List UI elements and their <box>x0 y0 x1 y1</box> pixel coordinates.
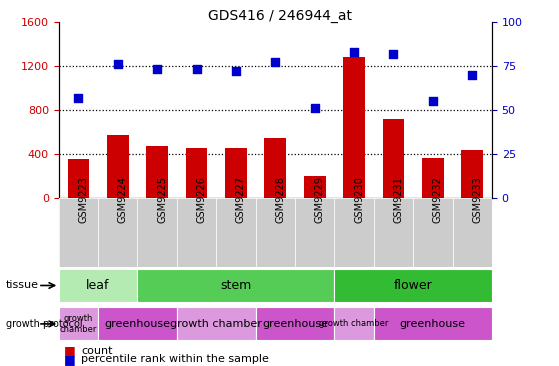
Bar <box>138 269 334 302</box>
Bar <box>374 307 492 340</box>
Bar <box>186 148 207 198</box>
Text: GSM9233: GSM9233 <box>472 176 482 223</box>
Text: greenhouse: greenhouse <box>400 319 466 329</box>
Text: GSM9225: GSM9225 <box>157 176 167 223</box>
Text: GSM9227: GSM9227 <box>236 176 246 223</box>
Bar <box>382 119 404 198</box>
Point <box>428 98 437 104</box>
Text: greenhouse: greenhouse <box>262 319 328 329</box>
Bar <box>68 159 89 198</box>
Text: GSM9224: GSM9224 <box>118 176 128 223</box>
Text: GSM9223: GSM9223 <box>78 176 88 223</box>
Text: ■: ■ <box>64 344 76 357</box>
Point <box>271 59 280 65</box>
Bar <box>453 198 492 267</box>
Text: flower: flower <box>394 279 433 292</box>
Bar <box>146 146 168 198</box>
Text: growth chamber: growth chamber <box>170 319 262 329</box>
Text: GSM9228: GSM9228 <box>275 176 285 223</box>
Point <box>74 94 83 100</box>
Bar <box>255 307 334 340</box>
Text: GSM9229: GSM9229 <box>315 176 325 223</box>
Text: growth
chamber: growth chamber <box>60 314 97 334</box>
Text: stem: stem <box>220 279 252 292</box>
Point <box>310 105 319 111</box>
Bar <box>334 198 374 267</box>
Point <box>153 67 162 72</box>
Text: greenhouse: greenhouse <box>105 319 170 329</box>
Text: GSM9231: GSM9231 <box>394 176 404 223</box>
Text: growth chamber: growth chamber <box>319 320 389 328</box>
Text: GDS416 / 246944_at: GDS416 / 246944_at <box>207 9 352 23</box>
Bar <box>422 158 444 198</box>
Bar <box>59 198 98 267</box>
Point <box>349 49 358 55</box>
Point <box>113 61 122 67</box>
Point <box>192 67 201 72</box>
Text: leaf: leaf <box>86 279 110 292</box>
Text: percentile rank within the sample: percentile rank within the sample <box>81 354 269 365</box>
Bar <box>374 198 413 267</box>
Bar <box>177 307 255 340</box>
Text: GSM9232: GSM9232 <box>433 176 443 223</box>
Bar <box>107 135 129 198</box>
Point <box>468 72 477 78</box>
Text: GSM9226: GSM9226 <box>197 176 206 223</box>
Bar <box>216 198 255 267</box>
Bar <box>334 307 374 340</box>
Bar <box>59 269 138 302</box>
Text: tissue: tissue <box>6 280 39 291</box>
Bar <box>225 148 247 198</box>
Bar <box>177 198 216 267</box>
Bar <box>59 307 98 340</box>
Bar <box>98 198 138 267</box>
Text: growth protocol: growth protocol <box>6 319 82 329</box>
Bar <box>255 198 295 267</box>
Text: GSM9230: GSM9230 <box>354 176 364 223</box>
Bar <box>343 57 365 198</box>
Bar <box>413 198 453 267</box>
Bar <box>138 198 177 267</box>
Bar <box>461 150 483 198</box>
Point <box>389 51 398 56</box>
Bar <box>334 269 492 302</box>
Bar <box>59 198 492 267</box>
Point <box>231 68 240 74</box>
Bar <box>295 198 334 267</box>
Bar <box>98 307 177 340</box>
Text: count: count <box>81 346 112 356</box>
Text: ■: ■ <box>64 353 76 366</box>
Bar <box>304 176 325 198</box>
Bar <box>264 138 286 198</box>
